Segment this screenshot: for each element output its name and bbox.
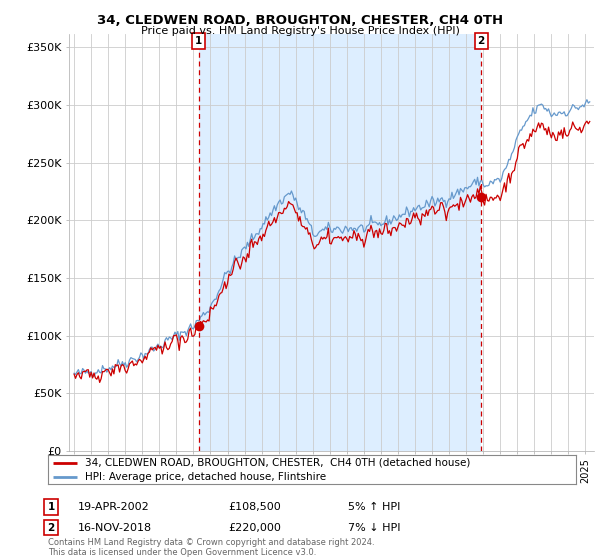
- Text: 1: 1: [195, 36, 202, 46]
- Bar: [199, 34, 481, 451]
- Text: Contains HM Land Registry data © Crown copyright and database right 2024.
This d: Contains HM Land Registry data © Crown c…: [48, 538, 374, 557]
- Text: £108,500: £108,500: [228, 502, 281, 512]
- Text: 34, CLEDWEN ROAD, BROUGHTON, CHESTER, CH4 0TH: 34, CLEDWEN ROAD, BROUGHTON, CHESTER, CH…: [97, 14, 503, 27]
- Text: 1: 1: [47, 502, 55, 512]
- Text: 5% ↑ HPI: 5% ↑ HPI: [348, 502, 400, 512]
- Text: 7% ↓ HPI: 7% ↓ HPI: [348, 522, 401, 533]
- Text: 2: 2: [47, 522, 55, 533]
- Text: Price paid vs. HM Land Registry's House Price Index (HPI): Price paid vs. HM Land Registry's House …: [140, 26, 460, 36]
- Text: 2: 2: [478, 36, 485, 46]
- Text: 19-APR-2002: 19-APR-2002: [78, 502, 150, 512]
- Text: £220,000: £220,000: [228, 522, 281, 533]
- Text: HPI: Average price, detached house, Flintshire: HPI: Average price, detached house, Flin…: [85, 472, 326, 482]
- Text: 16-NOV-2018: 16-NOV-2018: [78, 522, 152, 533]
- Text: 34, CLEDWEN ROAD, BROUGHTON, CHESTER,  CH4 0TH (detached house): 34, CLEDWEN ROAD, BROUGHTON, CHESTER, CH…: [85, 458, 470, 468]
